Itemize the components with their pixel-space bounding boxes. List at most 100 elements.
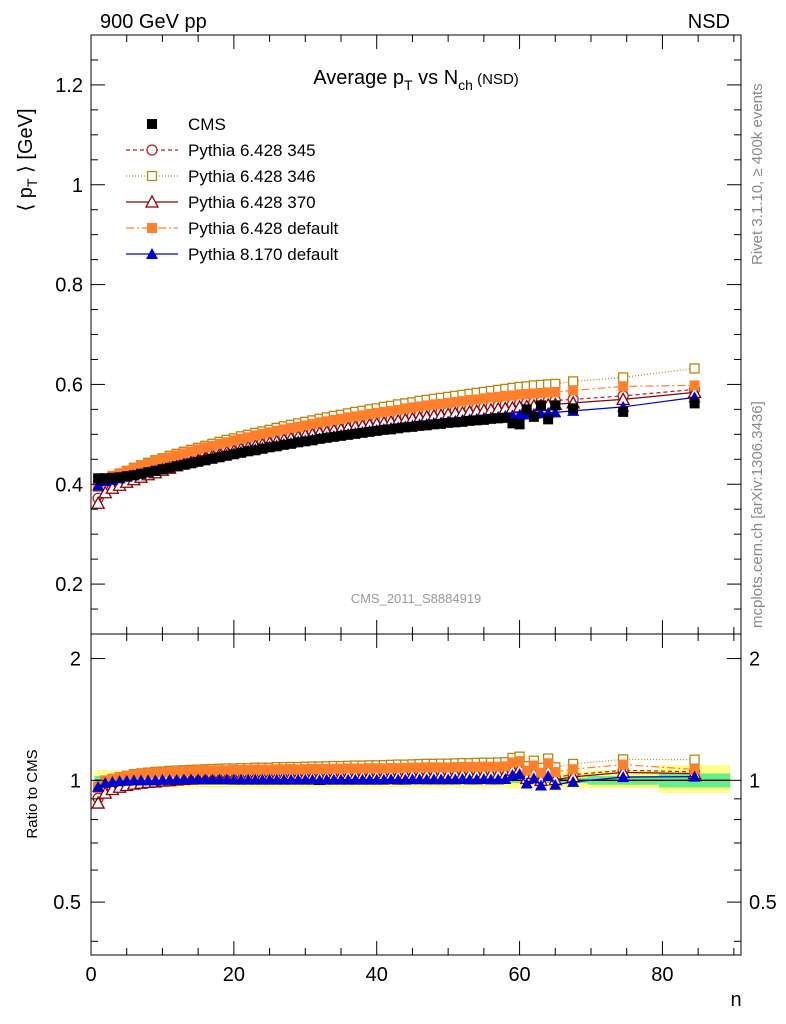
data-point-py8default (92, 479, 105, 491)
data-point-cms (278, 439, 289, 450)
data-point-cms (243, 446, 254, 457)
data-point-cms (343, 429, 354, 440)
legend-marker-py370 (144, 194, 160, 208)
ratio-point-py6default (278, 764, 289, 775)
ratio-point-py6default (264, 764, 275, 775)
data-point-py6default (386, 405, 396, 416)
mcplots-label: mcplots.cern.ch [arXiv:1306.3436] (749, 401, 766, 628)
ratio-point-py6default (164, 767, 175, 778)
data-point-py6default (618, 381, 629, 392)
ratio-point-py6default (307, 763, 318, 774)
data-point-py6default (478, 393, 489, 404)
data-point-cms (457, 416, 468, 427)
ratio-series-py8default (92, 768, 701, 792)
x-tick-label: 20 (223, 964, 245, 986)
ratio-point-py6default (414, 762, 425, 773)
ratio-point-py6default (293, 764, 304, 775)
data-point-py6default (300, 420, 311, 431)
ratio-point-py6default (507, 757, 518, 768)
data-point-py346 (689, 363, 700, 374)
data-point-cms (536, 400, 546, 411)
data-point-py6default (500, 390, 511, 401)
data-point-py6default (514, 389, 525, 400)
data-point-py6default (407, 402, 418, 413)
header-left: 900 GeV pp (100, 11, 207, 33)
ratio-point-py6default (343, 763, 354, 774)
data-point-py6default (214, 438, 225, 449)
data-point-cms (400, 422, 411, 433)
ratio-point-py6default (400, 762, 411, 773)
data-point-py6default (150, 456, 161, 467)
data-point-cms (371, 425, 382, 436)
data-point-cms (357, 427, 368, 438)
ratio-point-py6default (286, 764, 296, 775)
data-point-cms (386, 424, 396, 435)
data-point-py6default (428, 399, 439, 410)
legend-label-py8default: Pythia 8.170 default (188, 245, 339, 264)
x-tick-label: 40 (366, 964, 388, 986)
ratio-y-tick-label: 0.5 (53, 892, 81, 914)
data-point-cms (421, 420, 432, 431)
y-tick-label: 0.4 (55, 474, 83, 496)
data-point-py6default (336, 413, 346, 424)
ratio-point-py6default (464, 761, 475, 772)
data-point-cms (200, 455, 211, 466)
data-point-cms (121, 471, 132, 482)
data-point-cms (500, 412, 511, 423)
ratio-point-py6default (171, 766, 182, 777)
ratio-point-py8default (549, 778, 562, 790)
data-point-py6default (221, 437, 232, 448)
data-point-cms (486, 413, 496, 424)
data-point-cms (350, 428, 361, 439)
data-point-cms (321, 432, 332, 443)
data-point-cms (221, 450, 232, 461)
data-point-cms (493, 413, 504, 424)
data-point-cms (436, 418, 446, 429)
data-point-cms (286, 438, 296, 449)
data-point-cms (186, 458, 196, 469)
ratio-point-py6default (243, 765, 254, 776)
legend-marker-py6default (147, 223, 157, 233)
data-point-py6default (689, 380, 700, 391)
ratio-point-py8default (567, 775, 580, 787)
data-point-cms (264, 442, 275, 453)
data-point-cms (157, 464, 168, 475)
data-point-cms (293, 437, 304, 448)
data-point-cms (414, 420, 425, 431)
ratio-y-tick-label-right: 2 (749, 649, 760, 671)
ratio-point-py6default (207, 765, 218, 776)
ratio-point-py6default (257, 764, 268, 775)
data-point-cms (450, 417, 461, 428)
ratio-point-py6default (371, 763, 382, 774)
rivet-label: Rivet 3.1.10, ≥ 400k events (749, 83, 766, 265)
ratio-point-py6default (471, 761, 482, 772)
data-point-py6default (278, 424, 289, 435)
x-tick-label: 0 (85, 964, 96, 986)
data-point-cms (93, 473, 104, 484)
ratio-point-py6default (321, 763, 332, 774)
data-point-cms (689, 398, 700, 409)
data-point-cms (250, 445, 261, 456)
watermark: CMS_2011_S8884919 (351, 591, 482, 606)
data-point-py6default (164, 452, 175, 463)
legend-marker-py345 (146, 144, 158, 156)
ratio-point-py6default (536, 767, 546, 778)
legend-label-cms: CMS (188, 115, 226, 134)
data-point-py6default (421, 400, 432, 411)
data-point-cms (114, 472, 125, 483)
ratio-panel-frame (90, 633, 742, 956)
data-point-cms (236, 447, 246, 458)
ratio-point-py6default (214, 765, 225, 776)
ratio-point-py8default (513, 768, 526, 780)
data-point-py6default (193, 444, 204, 455)
ratio-point-py8default (499, 773, 512, 785)
y-tick-label: 0.8 (55, 275, 83, 297)
data-point-py6default (443, 397, 454, 408)
data-point-py6default (471, 394, 482, 405)
data-point-py6default (550, 386, 561, 397)
header-right: NSD (688, 11, 730, 33)
data-point-cms (271, 441, 282, 452)
ratio-point-py6default (386, 763, 396, 774)
main-title: Average pT vs Nch (NSD) (313, 67, 519, 93)
ratio-point-py6default (428, 762, 439, 773)
